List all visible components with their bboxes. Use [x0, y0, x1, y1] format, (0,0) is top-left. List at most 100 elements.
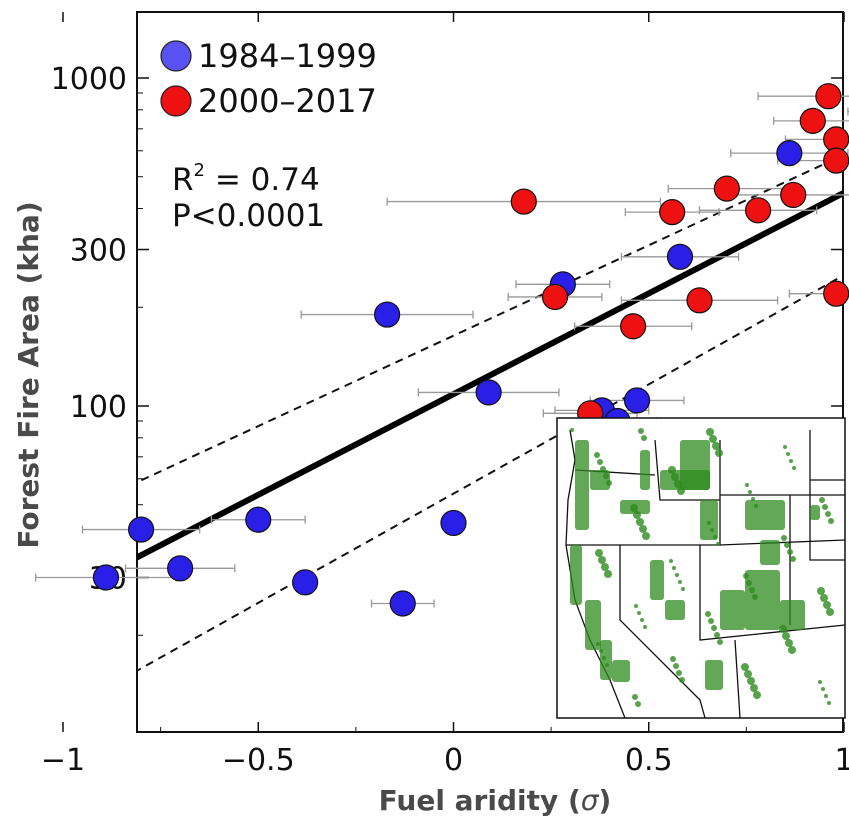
forest-patch [612, 660, 630, 682]
forest-speck [673, 663, 679, 669]
forest-speck [678, 580, 682, 584]
forest-patch [745, 570, 780, 630]
forest-speck [596, 642, 600, 646]
forest-speck [600, 466, 606, 472]
forest-speck [785, 639, 793, 647]
point-1984-1999 [440, 509, 467, 537]
forest-patch [665, 600, 685, 620]
forest-speck [820, 594, 828, 602]
point-1984-1999 [475, 379, 502, 406]
forest-speck [632, 694, 638, 700]
forest-speck [790, 556, 796, 562]
stats-annotation: R2 = 0.74 P<0.0001 [172, 160, 325, 234]
r-squared-label: R2 = 0.74 [172, 160, 320, 198]
forest-speck [746, 580, 752, 586]
forest-speck [823, 601, 831, 609]
forest-speck [668, 466, 676, 474]
forest-speck [749, 587, 755, 593]
forest-speck [783, 445, 787, 449]
forest-speck [633, 511, 641, 519]
point-2000-2017 [799, 107, 826, 134]
forest-patch [760, 540, 780, 565]
forest-speck [676, 670, 682, 676]
point-1984-1999 [245, 506, 272, 533]
forest-speck [642, 532, 650, 540]
point-1984-1999 [292, 569, 319, 596]
forest-speck [828, 518, 834, 524]
forest-speck [748, 490, 752, 494]
forest-patch [570, 545, 582, 605]
forest-speck [669, 559, 673, 563]
forest-speck [606, 480, 612, 486]
forest-speck [715, 449, 723, 457]
forest-speck [637, 611, 641, 615]
forest-speck [640, 618, 644, 622]
y-tick-label: 1000 [51, 62, 127, 97]
forest-speck [717, 639, 723, 645]
forest-patch [810, 505, 820, 520]
forest-speck [706, 428, 714, 436]
forest-speck [707, 521, 711, 525]
forest-patch [640, 450, 650, 490]
x-tick-label: 1 [834, 743, 849, 778]
y-tick-label: 300 [70, 234, 127, 269]
forest-speck [709, 435, 717, 443]
forest-speck [818, 680, 822, 684]
forest-patch [720, 590, 745, 630]
legend: 1984–1999 2000–2017 [160, 37, 377, 120]
forest-speck [712, 442, 720, 450]
forest-patch [745, 500, 785, 530]
forest-speck [741, 663, 749, 671]
forest-speck [825, 511, 831, 517]
forest-speck [711, 625, 717, 631]
forest-speck [788, 646, 796, 654]
forest-speck [599, 649, 603, 653]
point-2000-2017 [780, 181, 807, 209]
forest-speck [672, 566, 676, 570]
forest-speck [751, 497, 755, 501]
point-1984-1999 [92, 564, 120, 591]
upper-confidence-line [137, 154, 843, 484]
forest-speck [819, 497, 825, 503]
forest-speck [639, 525, 647, 533]
forest-speck [753, 691, 761, 699]
forest-speck [603, 473, 609, 479]
forest-speck [792, 466, 796, 470]
y-tick-label: 100 [70, 390, 127, 425]
regression-line [137, 189, 843, 561]
forest-speck [681, 587, 685, 591]
forest-patch [585, 600, 601, 650]
y-axis-title: Forest Fire Area (kha) [12, 201, 45, 548]
forest-speck [708, 618, 714, 624]
forest-speck [747, 677, 755, 685]
point-2000-2017 [823, 280, 849, 307]
point-1984-1999 [666, 243, 694, 270]
point-2000-2017 [620, 313, 647, 340]
forest-speck [594, 452, 600, 458]
forest-speck [630, 504, 638, 512]
point-2000-2017 [815, 83, 842, 110]
forest-speck [781, 535, 787, 541]
plot-frame [136, 11, 844, 733]
point-1984-1999 [374, 301, 401, 328]
forest-patch [680, 440, 710, 490]
forest-speck [601, 563, 609, 571]
forest-patch [700, 500, 718, 540]
inset-border-line [619, 545, 706, 719]
forest-speck [670, 656, 676, 662]
x-tick-label: −0.5 [222, 743, 295, 778]
forest-speck [570, 428, 574, 432]
x-tick-label: 0.5 [625, 743, 673, 778]
forest-speck [744, 670, 752, 678]
point-1984-1999 [623, 387, 651, 414]
point-1984-1999 [128, 516, 155, 543]
forest-speck [598, 556, 606, 564]
forest-patch [600, 640, 612, 680]
inset-border-line [654, 439, 720, 501]
legend-marker-2000-2017 [160, 85, 192, 117]
forest-speck [716, 542, 720, 546]
forest-patch [590, 470, 610, 490]
forest-speck [638, 428, 644, 434]
forest-speck [826, 608, 834, 616]
